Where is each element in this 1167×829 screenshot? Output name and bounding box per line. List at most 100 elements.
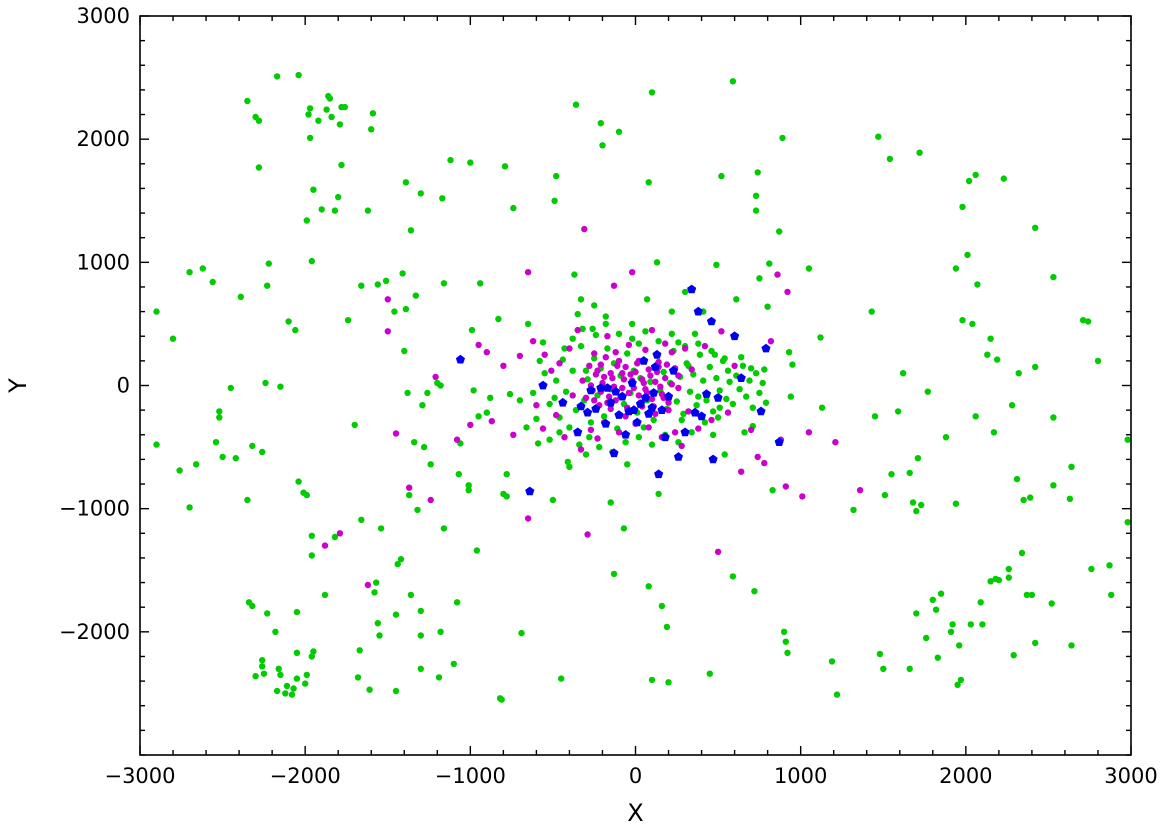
data-point-series-0 — [402, 305, 410, 313]
data-point-series-0 — [696, 351, 704, 358]
data-point-series-1 — [561, 434, 568, 441]
data-point-series-1 — [629, 269, 636, 276]
x-tick-label: 2000 — [939, 764, 992, 788]
data-point-series-0 — [729, 78, 737, 85]
data-point-series-1 — [784, 288, 791, 296]
data-point-series-0 — [440, 525, 448, 532]
x-tick-label: −1000 — [435, 764, 506, 788]
data-point-series-0 — [1027, 494, 1034, 501]
data-point-series-2 — [673, 452, 683, 461]
data-point-series-1 — [632, 368, 639, 376]
data-point-series-0 — [759, 379, 766, 387]
data-point-series-0 — [743, 393, 750, 400]
data-point-series-1 — [432, 373, 439, 381]
data-point-series-0 — [417, 190, 424, 197]
data-point-series-0 — [1015, 370, 1022, 377]
data-point-series-1 — [619, 370, 626, 377]
data-point-series-0 — [303, 217, 310, 224]
data-point-series-1 — [627, 371, 634, 378]
data-point-series-0 — [668, 308, 675, 315]
points-layer — [153, 71, 1131, 703]
data-point-series-0 — [724, 367, 732, 374]
data-point-series-0 — [721, 451, 728, 458]
y-tick-label: 2000 — [77, 127, 130, 151]
data-point-series-0 — [265, 260, 272, 267]
data-point-series-0 — [703, 397, 710, 404]
data-point-series-0 — [212, 439, 220, 446]
data-point-series-1 — [754, 453, 761, 461]
data-point-series-1 — [685, 408, 692, 415]
data-point-series-0 — [708, 347, 715, 355]
data-point-series-2 — [657, 405, 667, 414]
data-point-series-0 — [894, 408, 902, 415]
data-point-series-0 — [655, 338, 662, 345]
data-point-series-0 — [718, 172, 725, 180]
data-point-series-0 — [394, 560, 401, 568]
data-point-series-0 — [1032, 224, 1039, 231]
data-point-series-0 — [1094, 357, 1102, 365]
data-point-series-2 — [640, 393, 650, 402]
data-point-series-0 — [967, 621, 974, 628]
data-point-series-1 — [604, 333, 611, 340]
data-point-series-1 — [652, 378, 659, 385]
data-point-series-0 — [700, 377, 707, 384]
data-point-series-0 — [984, 351, 991, 358]
data-point-series-0 — [219, 453, 226, 461]
data-point-series-0 — [738, 354, 745, 361]
data-point-series-0 — [653, 259, 661, 266]
data-point-series-0 — [392, 611, 400, 618]
data-point-series-0 — [729, 573, 737, 580]
data-point-series-0 — [277, 671, 284, 679]
data-point-series-1 — [731, 362, 738, 369]
data-point-series-0 — [487, 394, 494, 401]
data-point-series-0 — [467, 159, 474, 166]
data-point-series-0 — [558, 675, 565, 682]
data-point-series-0 — [1000, 175, 1007, 182]
data-point-series-0 — [305, 111, 312, 118]
data-point-series-0 — [1050, 414, 1057, 421]
data-point-series-0 — [397, 556, 405, 563]
data-point-series-0 — [569, 335, 576, 342]
data-point-series-0 — [321, 591, 329, 599]
data-point-series-0 — [331, 533, 339, 541]
data-point-series-0 — [303, 671, 310, 679]
data-point-series-1 — [738, 468, 745, 475]
data-point-series-0 — [924, 388, 931, 395]
data-point-series-2 — [652, 349, 662, 359]
data-point-series-0 — [888, 471, 895, 478]
data-point-series-0 — [599, 142, 606, 149]
data-point-series-0 — [237, 293, 244, 300]
data-point-series-1 — [591, 350, 598, 357]
data-point-series-0 — [402, 179, 410, 186]
data-point-series-1 — [668, 381, 675, 388]
data-point-series-0 — [1005, 574, 1012, 581]
data-point-series-0 — [574, 310, 581, 318]
data-point-series-0 — [371, 589, 378, 596]
data-point-series-0 — [776, 228, 783, 235]
data-point-series-0 — [569, 367, 576, 374]
data-point-series-1 — [799, 493, 806, 500]
data-point-series-0 — [310, 648, 317, 655]
data-point-series-0 — [655, 490, 662, 498]
data-point-series-0 — [553, 377, 560, 384]
data-point-series-0 — [308, 653, 315, 660]
data-point-series-1 — [645, 366, 652, 373]
data-point-series-1 — [594, 435, 601, 442]
data-point-series-2 — [687, 284, 697, 294]
data-point-series-0 — [582, 367, 590, 374]
data-point-series-0 — [572, 101, 580, 108]
data-point-series-2 — [713, 393, 723, 402]
data-point-series-1 — [714, 548, 722, 555]
x-tick-label: 3000 — [1104, 764, 1157, 788]
data-point-series-1 — [500, 362, 507, 369]
data-point-series-1 — [652, 410, 659, 417]
data-point-series-0 — [1088, 565, 1095, 573]
data-point-series-0 — [516, 397, 524, 404]
data-point-series-0 — [303, 491, 310, 499]
data-point-series-0 — [969, 320, 976, 328]
data-point-series-0 — [1032, 639, 1039, 647]
data-point-series-0 — [994, 356, 1001, 363]
data-point-series-0 — [736, 386, 743, 393]
data-point-series-0 — [391, 308, 398, 315]
data-point-series-0 — [417, 632, 424, 639]
